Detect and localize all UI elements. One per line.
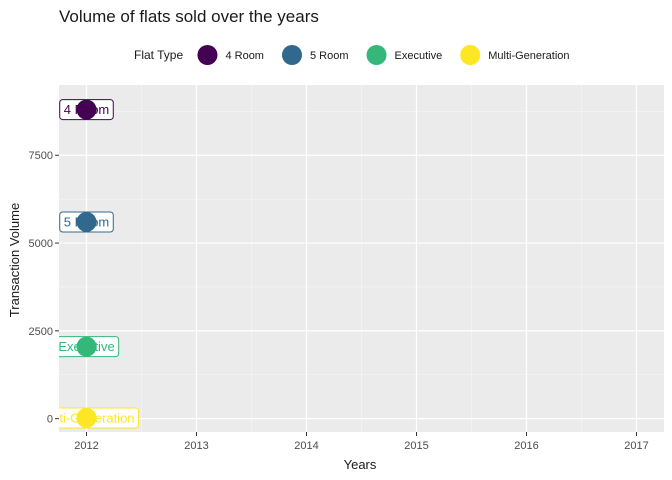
- legend-item: 4 Room: [197, 45, 264, 65]
- y-axis-title: Transaction Volume: [7, 203, 22, 317]
- legend-title: Flat Type: [134, 48, 183, 62]
- x-tick-label: 2014: [294, 440, 318, 452]
- x-tick-label: 2012: [74, 440, 98, 452]
- y-tick-label: 0: [47, 414, 53, 426]
- legend-item: Multi-Generation: [460, 45, 570, 65]
- data-point: [76, 211, 97, 232]
- legend-label: 5 Room: [310, 50, 349, 62]
- x-tick-label: 2016: [514, 440, 538, 452]
- legend-key: [460, 45, 481, 65]
- legend-item: 5 Room: [281, 45, 349, 65]
- legend-key: [366, 45, 387, 65]
- legend-item: Executive: [366, 45, 443, 65]
- legend-key: [281, 45, 302, 65]
- x-tick-label: 2017: [624, 440, 648, 452]
- data-point: [76, 336, 97, 357]
- data-points: [76, 99, 97, 428]
- x-tick-label: 2013: [184, 440, 208, 452]
- grid-minor: [59, 85, 664, 432]
- x-axis-title: Years: [344, 457, 377, 472]
- legend: Flat Type 4 Room 5 Room Executive Multi-Gen…: [134, 45, 570, 65]
- data-point: [76, 99, 97, 120]
- legend-label: Executive: [395, 50, 443, 62]
- y-tick-label: 7500: [29, 150, 53, 162]
- legend-label: 4 Room: [225, 50, 264, 62]
- grid-major: [59, 85, 664, 432]
- chart-title: Volume of flats sold over the years: [59, 7, 319, 26]
- x-tick-label: 2015: [404, 440, 428, 452]
- data-point: [76, 407, 97, 428]
- legend-key: [197, 45, 218, 65]
- y-tick-label: 2500: [29, 326, 53, 338]
- y-axis: 0 2500 5000 7500: [29, 150, 59, 426]
- legend-label: Multi-Generation: [488, 50, 569, 62]
- x-axis: 2012 2013 2014 2015 2016 2017: [74, 432, 649, 452]
- y-tick-label: 5000: [29, 238, 53, 250]
